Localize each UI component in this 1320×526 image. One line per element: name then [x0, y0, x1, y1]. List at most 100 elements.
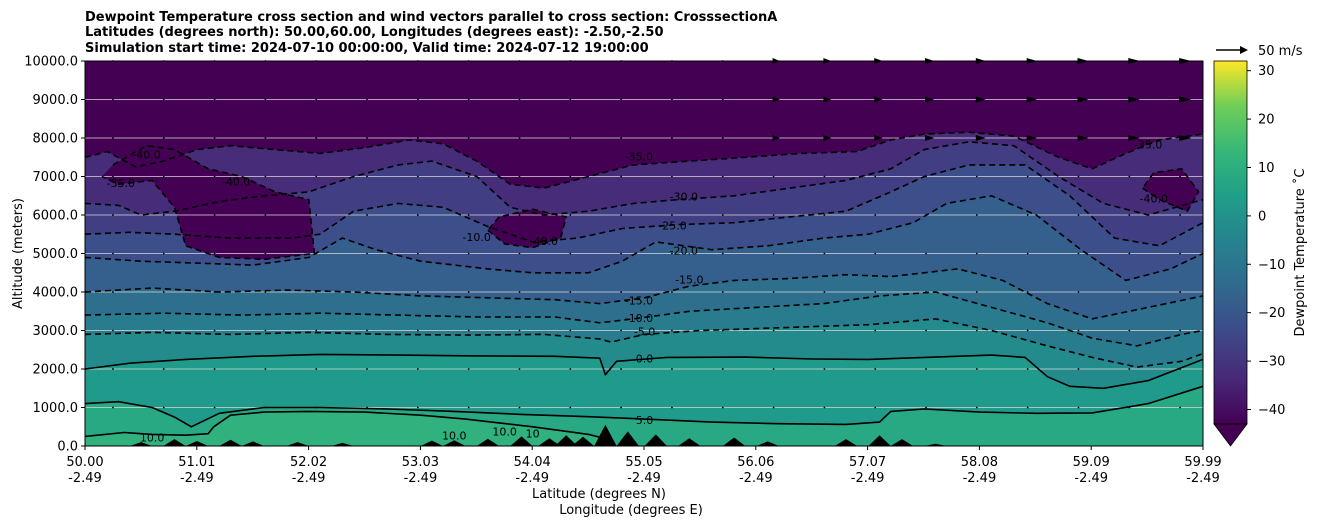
wind-vector-dot	[569, 291, 572, 293]
wind-vector-dot	[569, 137, 572, 139]
x-tick-label-lon: -2.49	[851, 471, 885, 486]
wind-vector-dot	[366, 406, 368, 409]
chart-title: Dewpoint Temperature cross section and w…	[85, 10, 777, 56]
wind-vector-dot	[518, 368, 521, 370]
wind-vector-dot	[721, 368, 724, 370]
wind-vector-dot	[112, 252, 114, 255]
wind-vector-arrow-icon	[1077, 96, 1089, 103]
contour-label: -15.0	[625, 295, 653, 308]
y-tick-label: 10000.0	[24, 55, 78, 70]
wind-vector-arrow-icon	[975, 135, 986, 141]
wind-vector-dot	[264, 368, 267, 370]
wind-vector-dot	[366, 252, 368, 255]
wind-vector-dot	[213, 291, 216, 293]
wind-vector-dot	[925, 252, 927, 255]
x-tick-label-lat: 57.07	[849, 455, 886, 470]
wind-vector-dot	[721, 137, 724, 139]
wind-vector-dot	[518, 137, 521, 139]
wind-vector-dot	[1077, 368, 1080, 370]
wind-vector-dot	[518, 329, 521, 332]
wind-vector-dot	[213, 252, 216, 255]
y-tick-label: 0.0	[57, 440, 78, 455]
wind-vector-dot	[1179, 406, 1182, 409]
wind-vector-dot	[467, 329, 470, 332]
contour-line	[84, 268, 1204, 320]
wind-vector-dot	[1179, 252, 1182, 255]
wind-vector-dot	[467, 368, 470, 370]
wind-vector-arrow-icon	[772, 96, 780, 103]
x-tick-label-lon: -2.49	[515, 471, 549, 486]
wind-vector-dot	[112, 98, 114, 101]
wind-vector-dot	[162, 406, 165, 409]
contour-line	[84, 164, 1204, 247]
wind-vector-dot	[925, 214, 927, 216]
wind-vector-dot	[620, 214, 623, 216]
wind-vector-dot	[1026, 329, 1029, 332]
wind-vector-dot	[721, 252, 724, 255]
y-tick-label: 1000.0	[33, 401, 79, 416]
wind-vector-dot	[416, 368, 419, 370]
terrain-silhouette	[85, 424, 1203, 446]
wind-vector-dot	[721, 406, 724, 409]
wind-vector-dot	[315, 252, 318, 255]
colorbar-ticks: −40 −30 −20 −10 0 10 20 30	[1247, 64, 1285, 418]
wind-vector-dot	[569, 252, 572, 255]
wind-vector-dot	[975, 368, 978, 370]
wind-vector-dot	[569, 329, 572, 332]
wind-vector-dot	[162, 368, 165, 370]
wind-vector-dot	[264, 175, 267, 178]
wind-vector-dot	[416, 329, 419, 332]
contour-line	[84, 195, 1204, 282]
x-tick-label-lat: 51.01	[178, 455, 215, 470]
y-axis-label: Altitude (meters)	[11, 198, 26, 309]
wind-vector-dot	[1179, 175, 1182, 178]
wind-vector-dot	[467, 98, 470, 101]
title-line-2: Latitudes (degrees north): 50.00,60.00, …	[85, 25, 664, 40]
wind-vector-dot	[874, 291, 877, 293]
colorbar-tick-label: −30	[1258, 355, 1285, 370]
wind-vector-dot	[823, 291, 826, 293]
wind-vector-dot	[1026, 252, 1029, 255]
wind-vector-dot	[823, 175, 826, 178]
wind-vector-dot	[772, 252, 775, 255]
wind-vector-arrow-icon	[772, 135, 780, 141]
wind-vector-dot	[366, 291, 368, 293]
wind-vector-dot	[772, 291, 775, 293]
wind-vector-dot	[162, 252, 165, 255]
wind-vector-dot	[1128, 175, 1131, 178]
wind-vector-arrow-icon	[1077, 135, 1089, 141]
contour-label: -35.0	[625, 150, 653, 163]
wind-vector-arrow-icon	[1026, 135, 1038, 141]
wind-vector-dot	[112, 329, 114, 332]
colorbar-tick-label: −10	[1258, 258, 1285, 273]
wind-vector-dot	[416, 291, 419, 293]
contour-label: 0.0	[636, 352, 654, 365]
contour-line	[487, 208, 567, 249]
contour-line	[84, 318, 1204, 368]
wind-vector-dot	[1077, 329, 1080, 332]
wind-vector-dot	[416, 214, 419, 216]
fill-band-10	[85, 411, 611, 446]
colorbar-tick-label: −20	[1258, 306, 1285, 321]
wind-vector-dot	[264, 252, 267, 255]
wind-vector-arrow-icon	[1128, 135, 1140, 141]
y-tick-label: 8000.0	[33, 132, 79, 147]
colorbar-extend-min-triangle	[1213, 423, 1248, 447]
wind-vector-dot	[874, 406, 877, 409]
contour-label: 10	[526, 427, 540, 440]
wind-vector-dot	[112, 406, 114, 409]
wind-vector-dot	[1077, 175, 1080, 178]
x-tick-label-lat: 55.05	[625, 455, 662, 470]
contour-labels: -40.0 -35.0 -40.0 -35.0 -30.0 -25.0 -20.0 -15.0…	[107, 139, 1168, 445]
wind-vector-dot	[671, 214, 673, 216]
x-tick-label-lat: 59.09	[1073, 455, 1110, 470]
colorbar-frame	[1213, 60, 1248, 425]
wind-vector-dot	[823, 214, 826, 216]
y-tick-label: 4000.0	[33, 286, 79, 301]
x-axis: 50.00-2.4951.01-2.4952.02-2.4953.03-2.49…	[66, 446, 1222, 486]
wind-vector-arrow-icon	[823, 135, 832, 141]
wind-vectors	[112, 58, 1192, 409]
colorbar-gradient	[1214, 61, 1247, 424]
colorbar-tick-label: 10	[1258, 161, 1275, 176]
wind-vector-dot	[213, 329, 216, 332]
